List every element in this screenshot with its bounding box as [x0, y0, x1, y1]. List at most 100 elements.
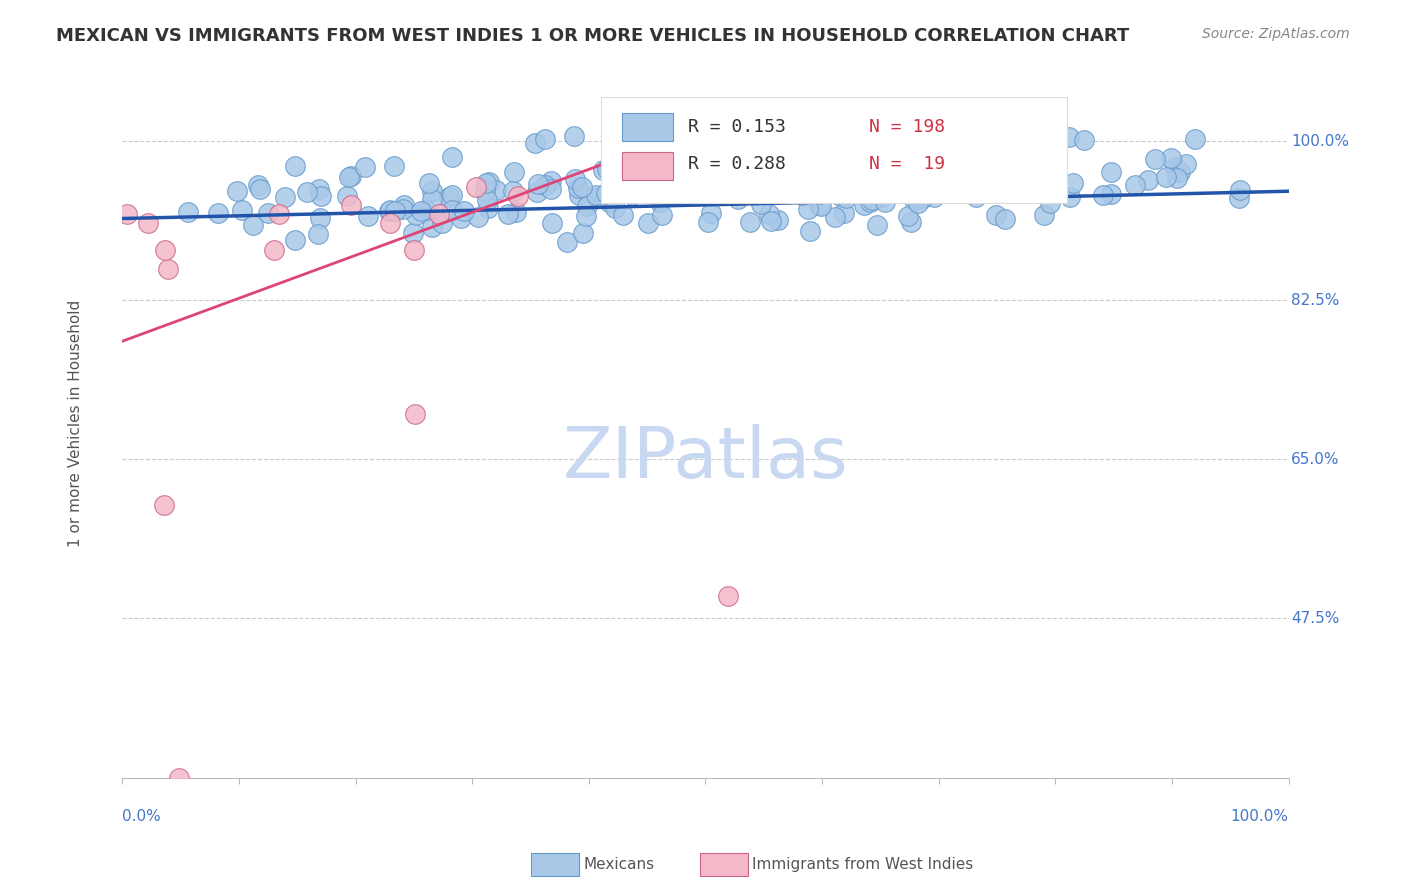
- Point: [308, 182, 330, 196]
- Point: [808, 187, 831, 202]
- Text: 100.0%: 100.0%: [1230, 809, 1289, 824]
- Point: [817, 124, 839, 138]
- Point: [907, 195, 929, 210]
- Point: [142, 843, 165, 857]
- Point: [420, 184, 443, 198]
- Point: [384, 203, 406, 218]
- Point: [616, 165, 638, 179]
- Point: [484, 183, 506, 197]
- Point: [824, 211, 846, 225]
- Point: [1062, 176, 1084, 190]
- Point: [477, 194, 499, 208]
- Point: [783, 173, 806, 187]
- Point: [695, 158, 717, 172]
- Point: [465, 179, 488, 194]
- Point: [356, 209, 378, 223]
- Point: [467, 211, 489, 225]
- FancyBboxPatch shape: [621, 153, 673, 180]
- Point: [527, 177, 550, 191]
- Point: [824, 165, 846, 179]
- Point: [309, 211, 332, 225]
- Text: N =  19: N = 19: [869, 155, 945, 173]
- Point: [502, 185, 524, 199]
- Point: [852, 167, 875, 181]
- Point: [176, 205, 198, 219]
- Point: [880, 176, 903, 190]
- Point: [793, 168, 815, 182]
- Point: [231, 203, 253, 218]
- Point: [136, 216, 159, 230]
- Point: [378, 203, 401, 218]
- Point: [900, 215, 922, 229]
- Point: [654, 186, 676, 200]
- FancyBboxPatch shape: [621, 113, 673, 141]
- Point: [568, 188, 591, 202]
- Point: [1073, 133, 1095, 147]
- Point: [1099, 165, 1122, 179]
- Point: [952, 182, 974, 196]
- Point: [811, 153, 834, 167]
- Point: [420, 192, 443, 206]
- Point: [477, 201, 499, 215]
- Point: [571, 179, 593, 194]
- Point: [814, 161, 837, 176]
- Point: [404, 407, 426, 421]
- Point: [858, 194, 880, 209]
- Point: [879, 145, 901, 159]
- Point: [576, 199, 599, 213]
- Point: [717, 589, 740, 603]
- Point: [852, 198, 875, 212]
- Text: 47.5%: 47.5%: [1291, 611, 1340, 626]
- Point: [832, 205, 855, 219]
- Point: [585, 191, 607, 205]
- Point: [914, 169, 936, 183]
- Point: [772, 146, 794, 161]
- Point: [797, 202, 820, 216]
- Point: [768, 213, 790, 227]
- Point: [1039, 195, 1062, 210]
- Text: 1 or more Vehicles in Household: 1 or more Vehicles in Household: [67, 300, 83, 547]
- Point: [598, 194, 620, 209]
- Point: [430, 216, 453, 230]
- Point: [824, 177, 846, 191]
- Point: [699, 206, 721, 220]
- Point: [505, 204, 527, 219]
- Point: [380, 216, 402, 230]
- Point: [273, 189, 295, 203]
- Point: [922, 190, 945, 204]
- Text: MEXICAN VS IMMIGRANTS FROM WEST INDIES 1 OR MORE VEHICLES IN HOUSEHOLD CORRELATI: MEXICAN VS IMMIGRANTS FROM WEST INDIES 1…: [56, 27, 1129, 45]
- Point: [620, 187, 643, 202]
- Point: [758, 207, 780, 221]
- Point: [920, 181, 942, 195]
- Point: [747, 184, 769, 198]
- Text: Source: ZipAtlas.com: Source: ZipAtlas.com: [1202, 27, 1350, 41]
- Point: [810, 199, 832, 213]
- Point: [596, 162, 619, 177]
- Point: [418, 176, 440, 190]
- Point: [440, 188, 463, 202]
- Point: [1166, 171, 1188, 186]
- Point: [540, 182, 562, 196]
- Point: [766, 149, 789, 163]
- Point: [1175, 157, 1198, 171]
- Point: [1092, 188, 1115, 202]
- Point: [441, 202, 464, 217]
- Point: [612, 208, 634, 222]
- Point: [800, 168, 823, 182]
- Point: [1002, 170, 1025, 185]
- Point: [636, 170, 658, 185]
- Point: [1059, 190, 1081, 204]
- Text: Immigrants from West Indies: Immigrants from West Indies: [752, 857, 973, 871]
- Point: [354, 160, 377, 174]
- Point: [392, 198, 415, 212]
- Point: [830, 189, 852, 203]
- Point: [650, 179, 672, 194]
- Point: [503, 165, 526, 179]
- Point: [207, 205, 229, 219]
- Point: [741, 168, 763, 182]
- Point: [1137, 173, 1160, 187]
- Point: [870, 190, 893, 204]
- Point: [807, 179, 830, 194]
- Point: [474, 184, 496, 198]
- Point: [834, 190, 856, 204]
